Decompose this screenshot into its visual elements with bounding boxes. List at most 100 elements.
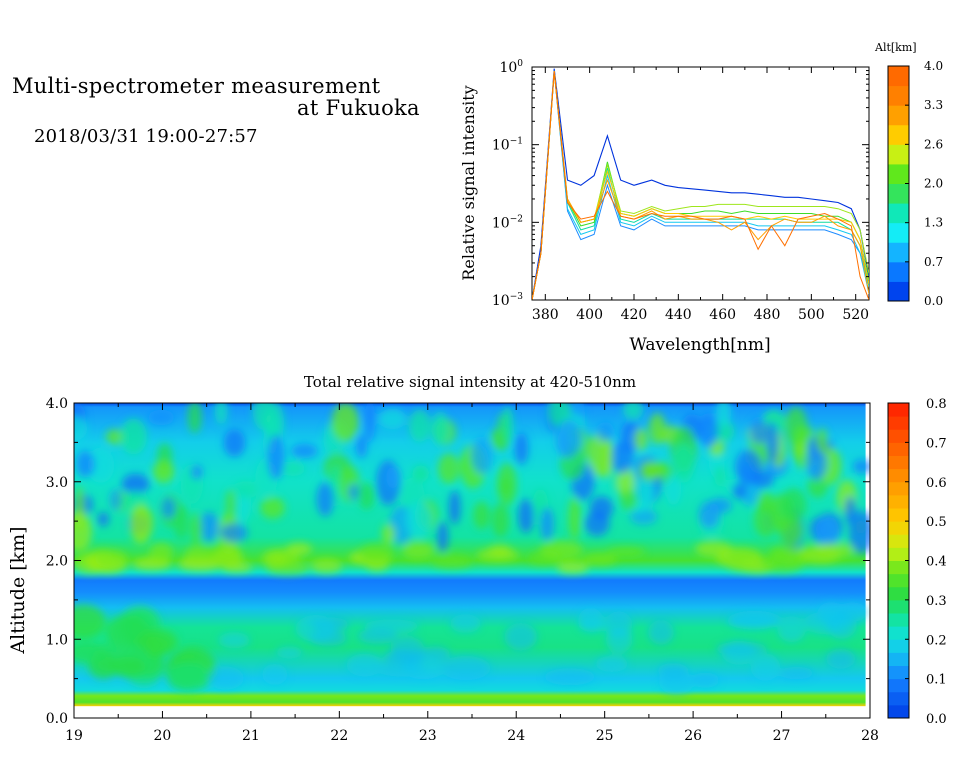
heatmap-texture-blotch <box>109 488 122 511</box>
heatmap-texture-blotch <box>408 409 431 442</box>
altitude-colorbar-segment <box>888 124 909 145</box>
value-colorbar-tick-label: 0.1 <box>926 673 947 688</box>
heatmap-texture-blotch <box>214 403 228 425</box>
heatmap-texture-blotch <box>698 413 719 448</box>
altitude-colorbar-segment <box>888 66 909 87</box>
altitude-colorbar-segment <box>888 261 909 282</box>
heatmap-texture-blotch <box>383 649 425 667</box>
heatmap-x-tick-label: 22 <box>330 728 348 744</box>
figure-location: at Fukuoka <box>297 96 420 120</box>
spectrum-y-tick-label: 100 <box>499 59 523 76</box>
value-colorbar-segment <box>888 508 909 522</box>
heatmap-texture-blotch <box>556 561 589 574</box>
heatmap-texture-blotch <box>95 549 128 570</box>
heatmap-texture-blotch <box>137 628 178 655</box>
heatmap-texture-blotch <box>852 459 870 474</box>
altitude-colorbar-segment <box>888 222 909 243</box>
heatmap-texture-blotch <box>190 464 203 480</box>
value-colorbar-tick-label: 0.5 <box>926 515 947 530</box>
value-colorbar-segment <box>888 534 909 548</box>
spectrum-x-tick-label: 400 <box>576 307 603 323</box>
heatmap-texture-blotch <box>262 663 288 685</box>
heatmap-texture-blotch <box>761 554 804 574</box>
heatmap-texture-blotch <box>233 481 258 499</box>
spectrum-series-line <box>532 68 869 300</box>
spectrum-y-tick-exponent: 0 <box>517 59 523 69</box>
heatmap-texture-blotch <box>634 427 648 451</box>
heatmap-texture-blotch <box>473 501 490 530</box>
intensity-heatmap-chart: Total relative signal intensity at 420-5… <box>7 373 947 744</box>
heatmap-texture-blotch <box>405 501 433 539</box>
heatmap-texture-blotch <box>74 416 88 441</box>
value-colorbar-segment <box>888 455 909 470</box>
heatmap-texture-blotch <box>120 418 147 455</box>
heatmap-texture-blotch <box>766 421 779 463</box>
heatmap-texture-blotch <box>346 653 383 677</box>
heatmap-texture-blotch <box>295 615 337 642</box>
heatmap-x-tick-label: 21 <box>242 728 260 744</box>
spectrum-x-tick-label: 520 <box>842 307 869 323</box>
heatmap-texture-blotch <box>609 441 634 474</box>
heatmap-texture-blotch <box>752 470 774 488</box>
heatmap-texture-blotch <box>412 465 429 482</box>
heatmap-x-tick-label: 24 <box>507 728 525 744</box>
value-colorbar-segment <box>888 613 909 627</box>
altitude-colorbar-tick-label: 2.6 <box>924 137 943 151</box>
heatmap-texture-blotch <box>74 643 108 664</box>
figure-title: Multi-spectrometer measurement <box>12 74 381 98</box>
heatmap-texture-blotch <box>777 616 806 643</box>
value-colorbar-segment <box>888 429 909 443</box>
spectrum-series-line <box>532 70 869 300</box>
heatmap-texture-blotch <box>657 663 689 679</box>
altitude-colorbar-tick-label: 0.7 <box>924 255 943 269</box>
value-colorbar-segment <box>888 416 909 430</box>
value-colorbar-segment <box>888 521 909 535</box>
heatmap-texture-blotch <box>331 403 359 442</box>
heatmap-texture-blotch <box>496 463 517 506</box>
heatmap-x-tick-label: 28 <box>861 728 879 744</box>
heatmap-texture-blotch <box>643 474 655 511</box>
heatmap-texture-blotch <box>74 511 92 552</box>
heatmap-texture-blotch <box>316 482 335 517</box>
heatmap-texture-blotch <box>848 510 870 554</box>
heatmap-texture-blotch <box>471 436 494 474</box>
heatmap-x-tick-label: 20 <box>154 728 172 744</box>
heatmap-texture-blotch <box>161 497 176 520</box>
value-colorbar-segment <box>888 704 909 719</box>
value-colorbar-tick-label: 0.0 <box>926 712 947 727</box>
heatmap-texture-blotch <box>275 646 303 659</box>
spectrum-y-tick-base: 10 <box>499 60 517 76</box>
heatmap-texture-blotch <box>502 405 514 445</box>
value-colorbar-segment <box>888 626 909 640</box>
heatmap-texture-blotch <box>110 656 146 678</box>
heatmap-y-tick-label: 3.0 <box>46 475 68 491</box>
altitude-colorbar-tick-label: 0.0 <box>924 294 943 308</box>
heatmap-texture-blotch <box>355 434 368 458</box>
heatmap-texture-blotch <box>514 432 529 465</box>
spectrum-x-tick-label: 380 <box>532 307 559 323</box>
heatmap-texture-blotch <box>178 556 222 571</box>
heatmap-y-tick-label: 2.0 <box>46 554 68 570</box>
value-colorbar-segment <box>888 403 909 417</box>
heatmap-texture-blotch <box>518 498 535 534</box>
heatmap-texture-blotch <box>732 483 747 499</box>
spectrum-x-tick-label: 480 <box>754 307 781 323</box>
heatmap-texture-blotch <box>148 542 174 562</box>
heatmap-texture-blotch <box>780 488 807 523</box>
heatmap-texture-blotch <box>584 511 610 536</box>
heatmap-texture-blotch <box>582 552 617 567</box>
heatmap-texture-blotch <box>648 413 666 445</box>
altitude-colorbar-segment <box>888 203 909 224</box>
heatmap-texture-blotch <box>431 553 472 569</box>
heatmap-texture-blotch <box>364 403 376 443</box>
heatmap-texture-blotch <box>220 523 248 543</box>
heatmap-x-tick-label: 25 <box>596 728 614 744</box>
spectrum-x-tick-label: 440 <box>665 307 692 323</box>
heatmap-texture-blotch <box>715 641 768 657</box>
heatmap-texture-blotch <box>726 612 781 630</box>
heatmap-texture-blotch <box>754 502 778 538</box>
spectrum-y-tick-exponent: −1 <box>510 137 523 147</box>
heatmap-texture-blotch <box>152 460 175 483</box>
heatmap-texture-blotch <box>504 622 538 651</box>
altitude-colorbar-segment <box>888 105 909 126</box>
